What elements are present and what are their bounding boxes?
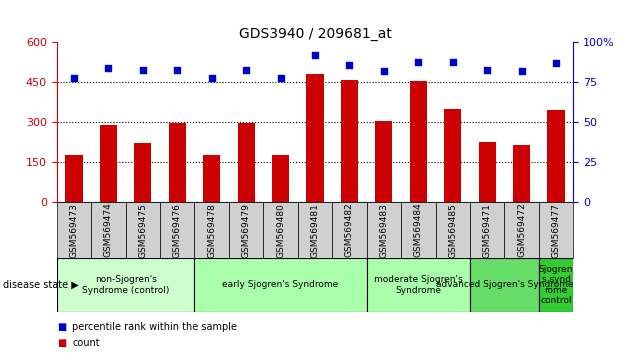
- Text: GSM569482: GSM569482: [345, 203, 354, 257]
- Point: [241, 67, 251, 73]
- Bar: [91, 202, 125, 258]
- Bar: [195, 258, 367, 312]
- Point: [69, 75, 79, 80]
- Bar: [513, 145, 530, 202]
- Bar: [160, 202, 195, 258]
- Text: GSM569483: GSM569483: [379, 202, 388, 258]
- Bar: [57, 202, 91, 258]
- Bar: [238, 124, 255, 202]
- Bar: [306, 74, 324, 202]
- Text: ■: ■: [57, 338, 66, 348]
- Text: early Sjogren's Syndrome: early Sjogren's Syndrome: [222, 280, 339, 290]
- Bar: [229, 202, 263, 258]
- Point: [379, 68, 389, 74]
- Bar: [470, 258, 539, 312]
- Point: [310, 52, 320, 58]
- Text: ■: ■: [57, 322, 66, 332]
- Point: [482, 67, 492, 73]
- Bar: [134, 143, 151, 202]
- Text: GSM569484: GSM569484: [414, 203, 423, 257]
- Text: GSM569476: GSM569476: [173, 202, 181, 258]
- Bar: [169, 124, 186, 202]
- Bar: [332, 202, 367, 258]
- Bar: [547, 110, 564, 202]
- Point: [103, 65, 113, 71]
- Text: GSM569481: GSM569481: [311, 202, 319, 258]
- Bar: [66, 155, 83, 202]
- Bar: [341, 80, 358, 202]
- Point: [517, 68, 527, 74]
- Text: GSM569477: GSM569477: [552, 202, 561, 258]
- Bar: [298, 202, 332, 258]
- Text: percentile rank within the sample: percentile rank within the sample: [72, 322, 238, 332]
- Text: GSM569473: GSM569473: [69, 202, 78, 258]
- Text: Sjogren
s synd
rome
control: Sjogren s synd rome control: [539, 265, 573, 305]
- Text: disease state ▶: disease state ▶: [3, 280, 79, 290]
- Text: GSM569478: GSM569478: [207, 202, 216, 258]
- Bar: [367, 258, 470, 312]
- Point: [172, 67, 182, 73]
- Bar: [263, 202, 298, 258]
- Bar: [410, 81, 427, 202]
- Point: [345, 62, 355, 68]
- Bar: [435, 202, 470, 258]
- Title: GDS3940 / 209681_at: GDS3940 / 209681_at: [239, 28, 391, 41]
- Bar: [479, 142, 496, 202]
- Text: GSM569479: GSM569479: [242, 202, 251, 258]
- Bar: [100, 125, 117, 202]
- Text: GSM569480: GSM569480: [276, 202, 285, 258]
- Text: advanced Sjogren's Syndrome: advanced Sjogren's Syndrome: [435, 280, 573, 290]
- Text: GSM569472: GSM569472: [517, 203, 526, 257]
- Text: count: count: [72, 338, 100, 348]
- Bar: [539, 258, 573, 312]
- Text: GSM569471: GSM569471: [483, 202, 491, 258]
- Text: non-Sjogren's
Syndrome (control): non-Sjogren's Syndrome (control): [82, 275, 169, 295]
- Text: GSM569474: GSM569474: [104, 203, 113, 257]
- Point: [207, 75, 217, 80]
- Point: [275, 75, 285, 80]
- Bar: [57, 258, 195, 312]
- Point: [413, 59, 423, 64]
- Bar: [195, 202, 229, 258]
- Bar: [367, 202, 401, 258]
- Text: GSM569475: GSM569475: [139, 202, 147, 258]
- Bar: [505, 202, 539, 258]
- Bar: [444, 109, 461, 202]
- Text: GSM569485: GSM569485: [449, 202, 457, 258]
- Text: moderate Sjogren's
Syndrome: moderate Sjogren's Syndrome: [374, 275, 462, 295]
- Bar: [125, 202, 160, 258]
- Bar: [539, 202, 573, 258]
- Bar: [401, 202, 435, 258]
- Bar: [203, 155, 220, 202]
- Bar: [272, 155, 289, 202]
- Bar: [375, 121, 392, 202]
- Point: [448, 59, 458, 64]
- Bar: [470, 202, 505, 258]
- Point: [138, 67, 148, 73]
- Point: [551, 60, 561, 66]
